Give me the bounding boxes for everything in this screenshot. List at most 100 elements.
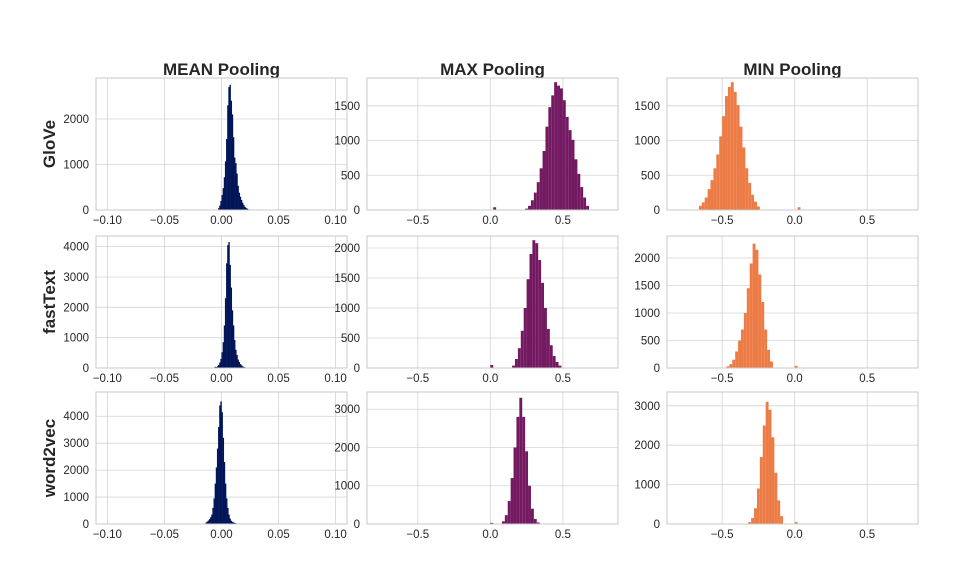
x-tick-label: −0.5 bbox=[711, 529, 734, 541]
histogram-bar bbox=[522, 417, 525, 524]
histogram-bar bbox=[780, 516, 783, 524]
histogram-bar bbox=[731, 82, 734, 210]
histogram-bar bbox=[713, 168, 716, 210]
histogram-bar bbox=[515, 359, 518, 368]
histogram-bar bbox=[557, 86, 560, 210]
histogram-bar bbox=[764, 330, 767, 369]
histogram-bar bbox=[519, 398, 522, 524]
x-tick-label: 0.10 bbox=[324, 373, 346, 385]
histogram-bar bbox=[514, 447, 517, 524]
x-tick-label: 0.5 bbox=[555, 373, 571, 385]
histogram-bar bbox=[705, 197, 708, 210]
y-tick-label: 0 bbox=[354, 205, 360, 217]
histogram-bar bbox=[699, 206, 702, 210]
histogram-bar bbox=[725, 96, 728, 210]
histogram-bar bbox=[702, 202, 705, 210]
y-tick-label: 1000 bbox=[63, 159, 89, 171]
y-tick-label: 0 bbox=[354, 519, 360, 531]
x-tick-label: 0.5 bbox=[859, 529, 875, 541]
histogram-bar bbox=[516, 417, 519, 524]
histogram-bar bbox=[574, 159, 577, 210]
histogram-bar bbox=[754, 202, 757, 210]
histogram-bar bbox=[766, 402, 769, 524]
y-tick-label: 1000 bbox=[634, 308, 660, 320]
column-title-mean-pooling: MEAN Pooling bbox=[163, 60, 280, 79]
y-tick-label: 500 bbox=[341, 333, 360, 345]
x-tick-label: −0.5 bbox=[406, 529, 429, 541]
y-tick-label: 0 bbox=[354, 363, 360, 375]
x-tick-label: −0.10 bbox=[93, 215, 122, 227]
histogram-bar bbox=[580, 187, 583, 210]
histogram-bar bbox=[524, 308, 527, 368]
x-tick-label: 0.05 bbox=[267, 373, 289, 385]
axes-frame bbox=[667, 392, 918, 524]
histogram-bar bbox=[753, 244, 756, 368]
histogram-bar bbox=[741, 330, 744, 369]
histogram-bar bbox=[719, 136, 722, 210]
x-tick-label: −0.10 bbox=[93, 373, 122, 385]
histogram-bar bbox=[761, 302, 764, 368]
histogram-bar bbox=[754, 508, 757, 524]
y-tick-label: 3000 bbox=[63, 272, 89, 284]
x-tick-label: 0.05 bbox=[267, 215, 289, 227]
histogram-bar bbox=[770, 361, 773, 368]
x-tick-label: 0.0 bbox=[787, 215, 803, 227]
histogram-bar bbox=[572, 140, 575, 210]
axes-frame bbox=[367, 392, 618, 524]
histogram-bar bbox=[563, 100, 566, 210]
histogram-bar bbox=[757, 207, 760, 210]
histogram-bar bbox=[740, 127, 743, 210]
histogram-bar bbox=[774, 473, 777, 524]
histogram-bar bbox=[554, 82, 557, 210]
y-tick-label: 1500 bbox=[634, 281, 660, 293]
y-tick-label: 2000 bbox=[63, 114, 89, 126]
x-tick-label: 0.00 bbox=[210, 215, 232, 227]
histogram-bar bbox=[505, 515, 508, 524]
histogram-bar bbox=[747, 288, 750, 368]
x-tick-label: 0.5 bbox=[555, 215, 571, 227]
histogram-bar bbox=[529, 254, 532, 368]
x-tick-label: 0.5 bbox=[859, 373, 875, 385]
histogram-bar bbox=[518, 348, 521, 368]
histogram-bar bbox=[769, 410, 772, 524]
histogram-bar bbox=[527, 279, 530, 368]
histogram-bar bbox=[771, 437, 774, 524]
x-tick-label: 0.0 bbox=[787, 529, 803, 541]
x-tick-label: −0.05 bbox=[150, 215, 179, 227]
y-tick-label: 1500 bbox=[634, 101, 660, 113]
histogram-bar bbox=[545, 127, 548, 210]
y-tick-label: 500 bbox=[641, 170, 660, 182]
x-tick-label: −0.5 bbox=[711, 373, 734, 385]
x-tick-label: −0.05 bbox=[150, 373, 179, 385]
histogram-bar bbox=[729, 364, 732, 368]
histogram-bar bbox=[757, 489, 760, 524]
histogram-bar bbox=[531, 509, 534, 524]
y-tick-label: 0 bbox=[83, 519, 89, 531]
x-tick-label: −0.5 bbox=[406, 373, 429, 385]
histogram-bar bbox=[767, 350, 770, 368]
histogram-bar bbox=[556, 362, 559, 368]
histogram-bar bbox=[547, 329, 550, 368]
histogram-bar bbox=[711, 180, 714, 210]
x-tick-label: 0.5 bbox=[555, 529, 571, 541]
row-label-fasttext: fastText bbox=[40, 270, 59, 334]
histogram-bar bbox=[756, 250, 759, 368]
histogram-bar bbox=[737, 105, 740, 210]
row-label-word2vec: word2vec bbox=[40, 419, 59, 498]
histogram-bar bbox=[735, 352, 738, 369]
histogram-bar bbox=[586, 206, 589, 210]
x-tick-label: 0.00 bbox=[210, 373, 232, 385]
histogram-bar bbox=[745, 168, 748, 210]
histogram-bar bbox=[508, 501, 511, 524]
x-tick-label: 0.0 bbox=[482, 529, 498, 541]
histogram-bar bbox=[532, 240, 535, 368]
histogram-bar bbox=[528, 486, 531, 524]
